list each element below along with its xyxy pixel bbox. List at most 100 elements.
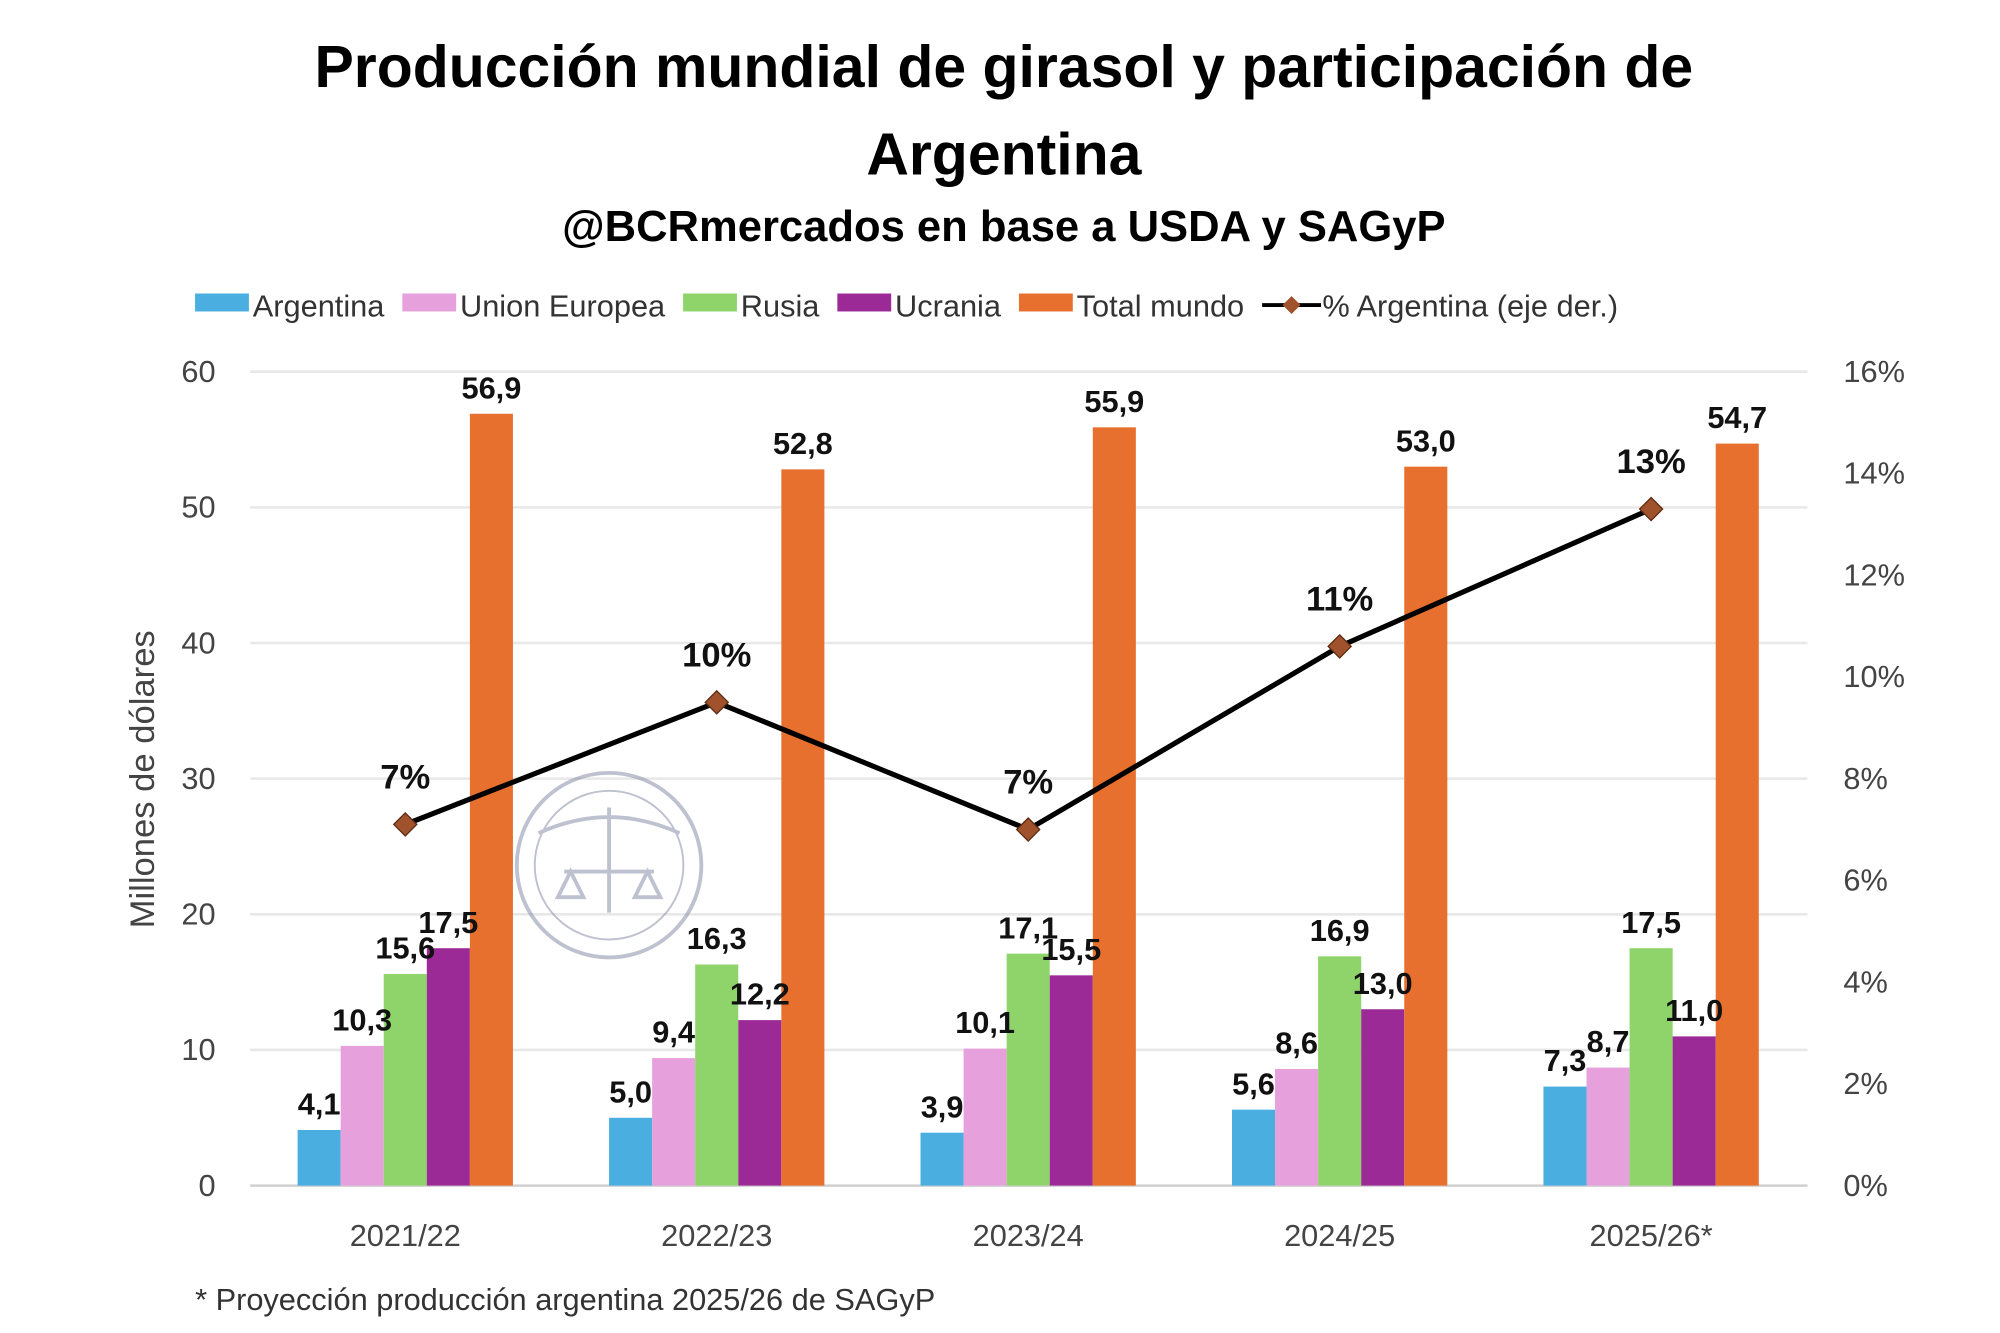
line-marker	[1327, 633, 1353, 659]
legend-swatch	[402, 293, 457, 312]
legend-swatch	[195, 293, 249, 312]
bar-rusia	[1629, 948, 1673, 1186]
data-label: 8,6	[1275, 1026, 1318, 1061]
bar-union-europea	[963, 1048, 1007, 1186]
y2-tick-label: 6%	[1843, 863, 1887, 898]
line-data-label: 7%	[1003, 764, 1053, 802]
line-data-label: 7%	[380, 759, 430, 797]
line-data-label: 10%	[682, 636, 751, 674]
y2-tick-label: 14%	[1843, 456, 1905, 491]
axes: 0 10 20 30 40 50 60 0% 2% 4% 6% 8% 10% 12% 14% 16% 2021/…	[181, 354, 1905, 1253]
data-label: 17,5	[418, 905, 478, 940]
bar-ucrania	[426, 948, 470, 1186]
data-label: 15,6	[375, 931, 435, 966]
legend-label: Ucrania	[895, 289, 1002, 324]
y-tick-label: 20	[181, 897, 215, 932]
bar-ucrania	[1049, 975, 1093, 1186]
y-tick-label: 40	[181, 625, 215, 660]
data-label: 4,1	[298, 1087, 341, 1122]
bar-ucrania	[1672, 1036, 1716, 1186]
data-label: 16,9	[1310, 913, 1370, 948]
data-label: 8,7	[1587, 1024, 1630, 1059]
data-label: 13,0	[1353, 966, 1413, 1001]
x-tick-label: 2023/24	[973, 1218, 1084, 1253]
y2-tick-label: 12%	[1843, 557, 1905, 592]
data-label: 55,9	[1084, 384, 1144, 419]
y-tick-label: 0	[198, 1168, 215, 1203]
y-tick-label: 30	[181, 761, 215, 796]
data-label: 10,3	[332, 1003, 392, 1038]
footnote: * Proyección producción argentina 2025/2…	[195, 1282, 935, 1317]
bar-rusia	[383, 973, 427, 1186]
data-label: 52,8	[773, 426, 833, 461]
legend-swatch	[1018, 293, 1073, 312]
x-tick-label: 2021/22	[350, 1218, 461, 1253]
watermark-seal	[514, 770, 704, 960]
bar-argentina	[920, 1132, 964, 1186]
y2-tick-label: 10%	[1843, 659, 1905, 694]
bar-union-europea	[340, 1045, 384, 1186]
data-label: 53,0	[1396, 423, 1456, 458]
bar-total-mundo	[781, 469, 825, 1186]
data-label: 10,1	[955, 1005, 1015, 1040]
bar-argentina	[297, 1129, 341, 1186]
chart-title-line2: Argentina	[866, 122, 1142, 187]
legend-swatch	[837, 293, 892, 312]
line-marker	[1638, 496, 1664, 522]
data-label: 12,2	[730, 977, 790, 1012]
data-label: 17,5	[1621, 905, 1681, 940]
data-label: 15,5	[1041, 932, 1101, 967]
chart-title-line1: Producción mundial de girasol y particip…	[314, 35, 1693, 100]
line-data-label: 13%	[1616, 443, 1685, 481]
x-tick-label: 2025/26*	[1590, 1218, 1713, 1253]
data-label: 5,6	[1232, 1066, 1275, 1101]
y2-tick-label: 8%	[1843, 761, 1887, 796]
y-tick-label: 60	[181, 354, 215, 389]
line-marker	[704, 689, 730, 715]
bar-argentina	[609, 1117, 653, 1186]
line-data-label: 11%	[1306, 581, 1373, 619]
bar-total-mundo	[1404, 466, 1448, 1186]
bar-argentina	[1543, 1086, 1587, 1186]
y2-tick-label: 0%	[1843, 1168, 1887, 1203]
y2-tick-label: 16%	[1843, 354, 1905, 389]
chart-subtitle: @BCRmercados en base a USDA y SAGyP	[562, 203, 1445, 251]
bar-ucrania	[738, 1020, 782, 1186]
data-label: 17,1	[998, 910, 1058, 945]
data-label: 56,9	[461, 370, 521, 405]
bar-ucrania	[1361, 1009, 1405, 1186]
legend-marker	[1282, 296, 1301, 315]
y2-tick-label: 2%	[1843, 1066, 1887, 1101]
bar-total-mundo	[469, 413, 513, 1186]
legend-label: Argentina	[253, 289, 386, 324]
line-marker	[1015, 817, 1041, 842]
legend-label: Union Europea	[460, 289, 666, 324]
x-tick-label: 2024/25	[1284, 1218, 1395, 1253]
legend-label: Rusia	[741, 289, 821, 324]
y-tick-label: 10	[181, 1032, 215, 1067]
bar-total-mundo	[1092, 427, 1136, 1186]
bar-rusia	[1318, 956, 1362, 1186]
bar-union-europea	[652, 1058, 696, 1186]
y2-tick-label: 4%	[1843, 964, 1887, 999]
data-label: 7,3	[1544, 1043, 1587, 1078]
bar-total-mundo	[1715, 443, 1759, 1186]
legend-swatch	[683, 293, 737, 312]
data-label: 5,0	[609, 1074, 652, 1109]
legend: Argentina Union Europea Rusia Ucrania Total …	[195, 289, 1618, 324]
line-series	[392, 496, 1664, 842]
bar-union-europea	[1586, 1067, 1630, 1186]
bars	[297, 413, 1759, 1186]
line-marker	[392, 811, 418, 837]
bar-argentina	[1231, 1109, 1276, 1186]
data-label: 54,7	[1707, 400, 1767, 435]
y-axis-label: Millones de dólares	[124, 630, 162, 928]
bar-rusia	[695, 964, 739, 1186]
data-label: 9,4	[652, 1015, 695, 1050]
data-label: 16,3	[687, 921, 747, 956]
bar-union-europea	[1275, 1068, 1319, 1186]
legend-label: Total mundo	[1077, 289, 1245, 324]
data-labels: 4,110,315,617,556,95,09,416,312,252,83,9…	[298, 370, 1767, 1124]
legend-label: % Argentina (eje der.)	[1322, 289, 1618, 324]
